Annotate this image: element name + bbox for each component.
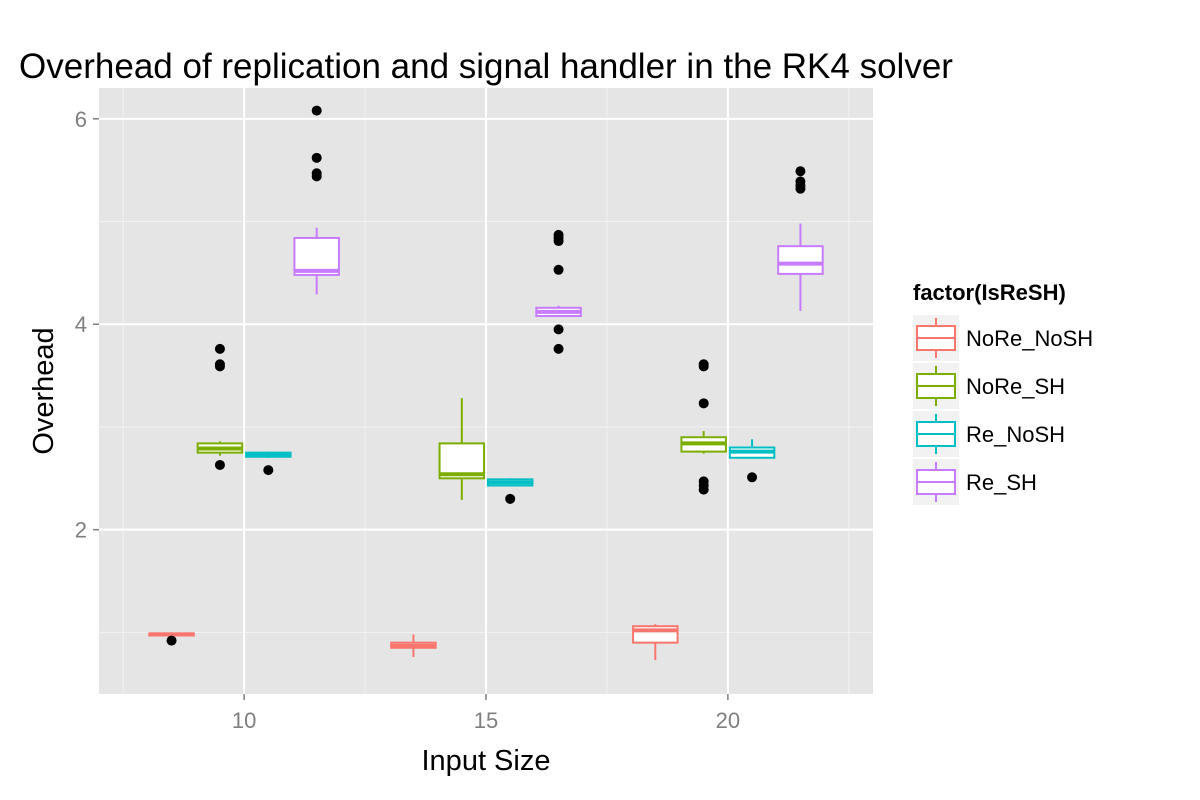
- box-NoRe_NoSH-20: [632, 624, 679, 661]
- x-tick-label-10: 10: [232, 708, 256, 733]
- grid-layer: [99, 88, 873, 694]
- outlier-point: [214, 343, 225, 354]
- legend-entry-NoRe_NoSH: NoRe_NoSH: [913, 315, 1093, 361]
- outlier-point: [214, 359, 225, 370]
- y-tick-label-2: 2: [75, 518, 87, 543]
- box-Re_SH-15: [535, 229, 582, 354]
- outlier-point: [505, 493, 516, 504]
- legend-label-Re_NoSH: Re_NoSH: [966, 422, 1065, 447]
- legend-keys: NoRe_NoSH NoRe_SH Re_NoSH Re_SH: [913, 315, 1093, 505]
- x-tick-label-20: 20: [716, 708, 740, 733]
- outlier-point: [214, 459, 225, 470]
- series-layer: [148, 105, 824, 661]
- series-NoRe_SH: [196, 343, 727, 500]
- box-Re_NoSH-20: [728, 439, 776, 483]
- box-body: [293, 236, 340, 276]
- box-Re_SH-20: [777, 166, 824, 311]
- box-Re_NoSH-10: [245, 451, 292, 476]
- legend: factor(IsReSH) NoRe_NoSH NoRe_SH Re_NoSH Re…: [913, 280, 1093, 505]
- y-tick-label-6: 6: [75, 107, 87, 132]
- outlier-point: [795, 166, 806, 177]
- axis-layer: 2 4 6 10 15 20: [75, 107, 740, 733]
- legend-entry-Re_SH: Re_SH: [913, 459, 1037, 505]
- outlier-point: [311, 105, 322, 116]
- outlier-point: [311, 152, 322, 163]
- chart-title: Overhead of replication and signal handl…: [19, 47, 953, 86]
- legend-label-NoRe_NoSH: NoRe_NoSH: [966, 326, 1093, 351]
- legend-title: factor(IsReSH): [913, 280, 1066, 305]
- box-Re_SH-10: [293, 105, 340, 295]
- outlier-point: [263, 465, 274, 476]
- box-body: [777, 245, 824, 275]
- outlier-point: [698, 476, 709, 487]
- box-NoRe_SH-10: [196, 343, 244, 470]
- outlier-point: [698, 359, 709, 370]
- legend-label-NoRe_SH: NoRe_SH: [966, 374, 1065, 399]
- outlier-point: [553, 324, 564, 335]
- series-NoRe_NoSH: [148, 624, 679, 661]
- series-Re_SH: [293, 105, 824, 354]
- box-NoRe_SH-20: [680, 359, 727, 495]
- outlier-point: [311, 168, 322, 179]
- y-tick-label-4: 4: [75, 312, 87, 337]
- legend-label-Re_SH: Re_SH: [966, 470, 1037, 495]
- outlier-point: [553, 343, 564, 354]
- box-Re_NoSH-15: [486, 478, 534, 504]
- x-axis-title: Input Size: [422, 745, 551, 777]
- box-NoRe_NoSH-10: [148, 632, 195, 646]
- legend-entry-Re_NoSH: Re_NoSH: [913, 411, 1065, 457]
- x-tick-label-15: 15: [474, 708, 498, 733]
- box-NoRe_NoSH-15: [390, 634, 437, 658]
- outlier-point: [747, 472, 758, 483]
- outlier-point: [553, 264, 564, 275]
- outlier-point: [795, 176, 806, 187]
- legend-entry-NoRe_SH: NoRe_SH: [913, 363, 1065, 409]
- outlier-point: [166, 635, 177, 646]
- series-Re_NoSH: [245, 439, 776, 504]
- outlier-point: [553, 229, 564, 240]
- outlier-point: [698, 398, 709, 409]
- box-NoRe_SH-15: [438, 398, 486, 500]
- y-axis-title: Overhead: [28, 327, 60, 454]
